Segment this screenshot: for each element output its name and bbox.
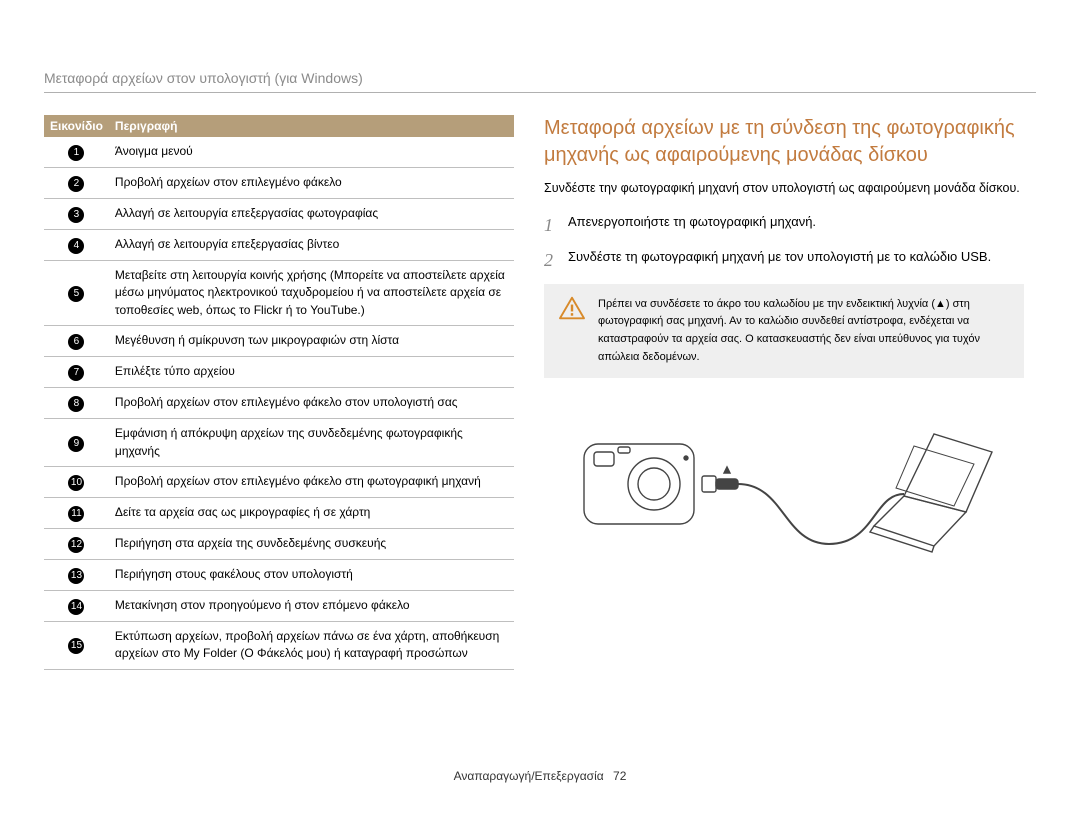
table-row: 5 Μεταβείτε στη λειτουργία κοινής χρήσης … (44, 261, 514, 326)
table-row: 1 Άνοιγμα μενού (44, 137, 514, 168)
number-circle-icon: 15 (68, 638, 84, 654)
number-circle-icon: 9 (68, 436, 84, 452)
number-circle-icon: 2 (68, 176, 84, 192)
row-desc-cell: Μεταβείτε στη λειτουργία κοινής χρήσης (… (109, 261, 514, 326)
row-desc-cell: Άνοιγμα μενού (109, 137, 514, 168)
warning-box: Πρέπει να συνδέσετε το άκρο του καλωδίου… (544, 284, 1024, 378)
row-icon-cell: 9 (44, 419, 109, 467)
number-circle-icon: 7 (68, 365, 84, 381)
row-desc-cell: Περιήγηση στους φακέλους στον υπολογιστή (109, 559, 514, 590)
table-row: 4 Αλλαγή σε λειτουργία επεξεργασίας βίντε… (44, 230, 514, 261)
laptop-icon (870, 434, 992, 552)
step-2: 2 Συνδέστε τη φωτογραφική μηχανή με τον … (544, 247, 1024, 274)
number-circle-icon: 3 (68, 207, 84, 223)
row-icon-cell: 15 (44, 621, 109, 669)
step-text: Απενεργοποιήστε τη φωτογραφική μηχανή. (568, 212, 816, 239)
row-icon-cell: 10 (44, 466, 109, 497)
table-row: 14 Μετακίνηση στον προηγούμενο ή στον επό… (44, 590, 514, 621)
row-icon-cell: 13 (44, 559, 109, 590)
table-row: 2 Προβολή αρχείων στον επιλεγμένο φάκελο (44, 168, 514, 199)
step-number: 2 (544, 247, 558, 274)
step-1: 1 Απενεργοποιήστε τη φωτογραφική μηχανή. (544, 212, 1024, 239)
number-circle-icon: 14 (68, 599, 84, 615)
step-text: Συνδέστε τη φωτογραφική μηχανή με τον υπ… (568, 247, 991, 274)
row-desc-cell: Μετακίνηση στον προηγούμενο ή στον επόμε… (109, 590, 514, 621)
connection-diagram (544, 414, 1024, 574)
row-desc-cell: Δείτε τα αρχεία σας ως μικρογραφίες ή σε… (109, 497, 514, 528)
row-icon-cell: 6 (44, 326, 109, 357)
page-footer: Αναπαραγωγή/Επεξεργασία 72 (0, 769, 1080, 783)
th-icon: Εικονίδιο (44, 115, 109, 137)
left-column: Εικονίδιο Περιγραφή 1 Άνοιγμα μενού 2 Προβο… (44, 115, 514, 670)
row-desc-cell: Αλλαγή σε λειτουργία επεξεργασίας φωτογρ… (109, 199, 514, 230)
row-icon-cell: 2 (44, 168, 109, 199)
row-desc-cell: Επιλέξτε τύπο αρχείου (109, 357, 514, 388)
row-desc-cell: Αλλαγή σε λειτουργία επεξεργασίας βίντεο (109, 230, 514, 261)
table-row: 11 Δείτε τα αρχεία σας ως μικρογραφίες ή … (44, 497, 514, 528)
number-circle-icon: 5 (68, 286, 84, 302)
row-desc-cell: Μεγέθυνση ή σμίκρυνση των μικρογραφιών σ… (109, 326, 514, 357)
th-desc: Περιγραφή (109, 115, 514, 137)
number-circle-icon: 12 (68, 537, 84, 553)
number-circle-icon: 13 (68, 568, 84, 584)
table-row: 3 Αλλαγή σε λειτουργία επεξεργασίας φωτογ… (44, 199, 514, 230)
row-desc-cell: Προβολή αρχείων στον επιλεγμένο φάκελο σ… (109, 466, 514, 497)
section-title: Μεταφορά αρχείων με τη σύνδεση της φωτογ… (544, 115, 1024, 169)
number-circle-icon: 1 (68, 145, 84, 161)
footer-page-number: 72 (613, 769, 626, 783)
table-row: 15 Εκτύπωση αρχείων, προβολή αρχείων πάνω… (44, 621, 514, 669)
right-column: Μεταφορά αρχείων με τη σύνδεση της φωτογ… (544, 115, 1024, 670)
table-row: 13 Περιήγηση στους φακέλους στον υπολογισ… (44, 559, 514, 590)
row-desc-cell: Εκτύπωση αρχείων, προβολή αρχείων πάνω σ… (109, 621, 514, 669)
row-icon-cell: 5 (44, 261, 109, 326)
row-icon-cell: 14 (44, 590, 109, 621)
step-number: 1 (544, 212, 558, 239)
warning-triangle-icon (558, 296, 586, 320)
icon-description-table: Εικονίδιο Περιγραφή 1 Άνοιγμα μενού 2 Προβο… (44, 115, 514, 670)
number-circle-icon: 6 (68, 334, 84, 350)
section-intro: Συνδέστε την φωτογραφική μηχανή στον υπο… (544, 179, 1024, 198)
table-row: 12 Περιήγηση στα αρχεία της συνδεδεμένης … (44, 528, 514, 559)
row-icon-cell: 8 (44, 388, 109, 419)
row-desc-cell: Προβολή αρχείων στον επιλεγμένο φάκελο σ… (109, 388, 514, 419)
table-row: 7 Επιλέξτε τύπο αρχείου (44, 357, 514, 388)
usb-plug-icon (702, 467, 738, 492)
warning-text: Πρέπει να συνδέσετε το άκρο του καλωδίου… (598, 296, 1010, 366)
row-icon-cell: 7 (44, 357, 109, 388)
table-row: 8 Προβολή αρχείων στον επιλεγμένο φάκελο … (44, 388, 514, 419)
number-circle-icon: 10 (68, 475, 84, 491)
row-icon-cell: 1 (44, 137, 109, 168)
row-icon-cell: 4 (44, 230, 109, 261)
row-icon-cell: 3 (44, 199, 109, 230)
row-icon-cell: 11 (44, 497, 109, 528)
row-desc-cell: Προβολή αρχείων στον επιλεγμένο φάκελο (109, 168, 514, 199)
number-circle-icon: 8 (68, 396, 84, 412)
table-row: 10 Προβολή αρχείων στον επιλεγμένο φάκελο… (44, 466, 514, 497)
page-header: Μεταφορά αρχείων στον υπολογιστή (για Wi… (44, 70, 1036, 93)
footer-section: Αναπαραγωγή/Επεξεργασία (454, 769, 604, 783)
number-circle-icon: 4 (68, 238, 84, 254)
table-row: 6 Μεγέθυνση ή σμίκρυνση των μικρογραφιών … (44, 326, 514, 357)
camera-icon (584, 444, 694, 524)
table-row: 9 Εμφάνιση ή απόκρυψη αρχείων της συνδεδε… (44, 419, 514, 467)
row-desc-cell: Περιήγηση στα αρχεία της συνδεδεμένης συ… (109, 528, 514, 559)
row-icon-cell: 12 (44, 528, 109, 559)
number-circle-icon: 11 (68, 506, 84, 522)
row-desc-cell: Εμφάνιση ή απόκρυψη αρχείων της συνδεδεμ… (109, 419, 514, 467)
